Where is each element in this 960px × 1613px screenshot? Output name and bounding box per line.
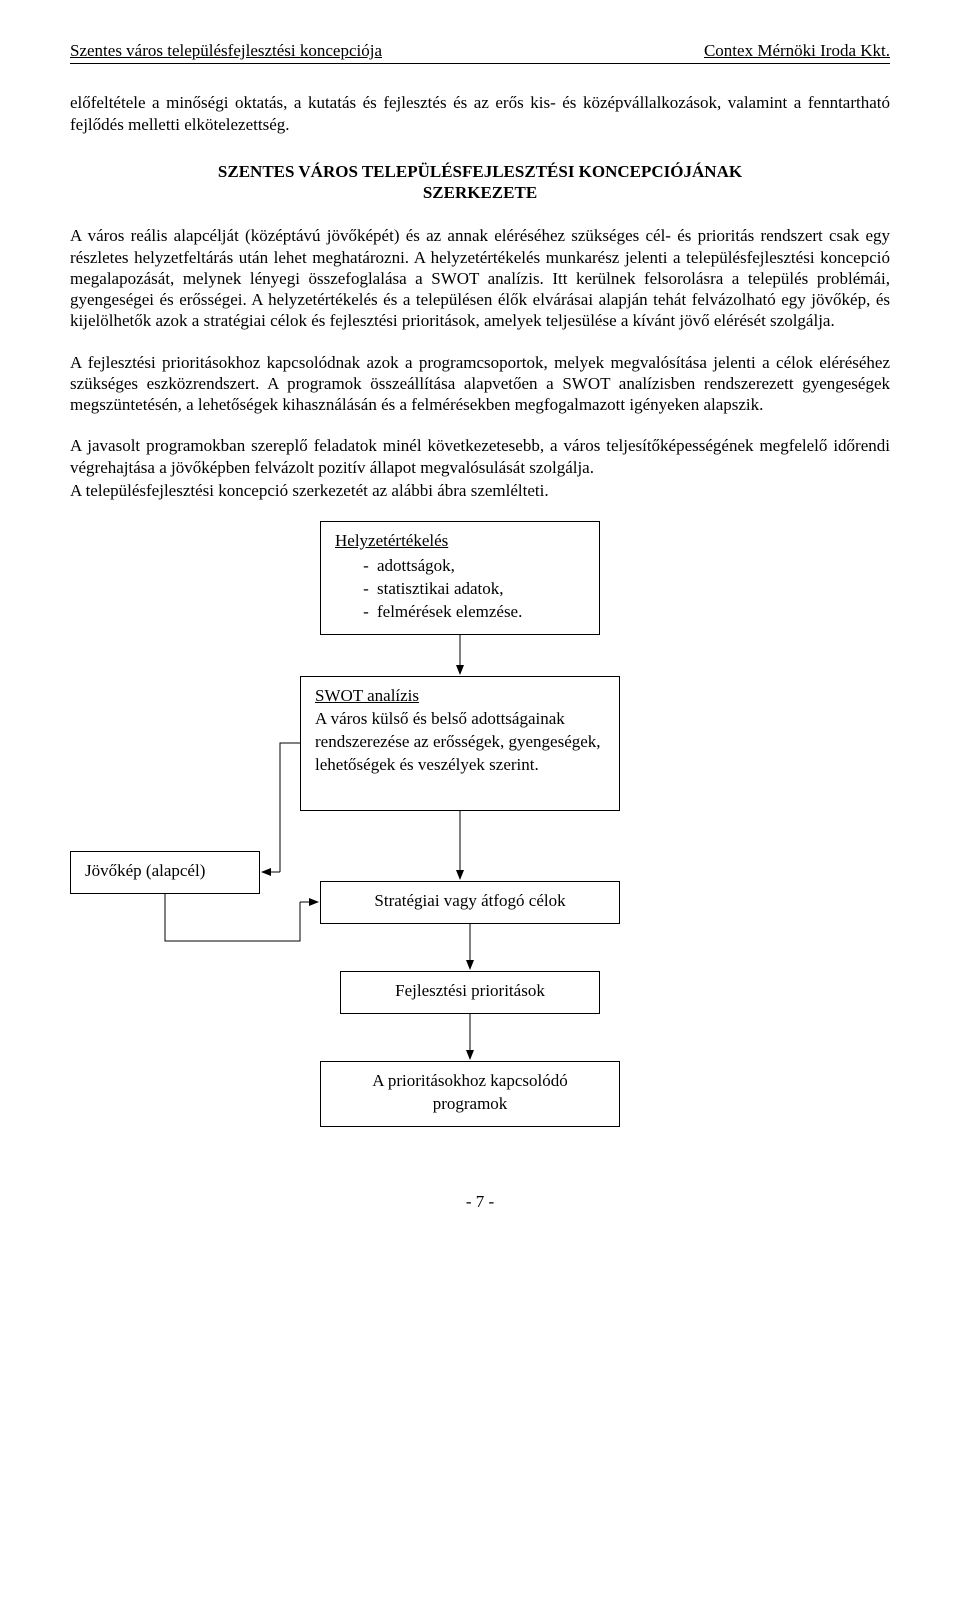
flow-node-jovokep: Jövőkép (alapcél): [70, 851, 260, 894]
flow-node-title: Helyzetértékelés: [335, 530, 585, 553]
flow-node-programok: A prioritásokhoz kapcsolódó programok: [320, 1061, 620, 1127]
flow-node-title: SWOT analízis: [315, 685, 605, 708]
section-title-line1: SZENTES VÁROS TELEPÜLÉSFEJLESZTÉSI KONCE…: [218, 162, 742, 181]
flow-node-label-line2: programok: [433, 1094, 508, 1113]
header-left: Szentes város településfejlesztési konce…: [70, 40, 382, 61]
flow-node-list: adottságok, statisztikai adatok, felméré…: [335, 555, 585, 624]
flow-node-helyzetertekeles: Helyzetértékelés adottságok, statisztika…: [320, 521, 600, 635]
flowchart: Helyzetértékelés adottságok, statisztika…: [70, 521, 890, 1161]
section-title-line2: SZERKEZETE: [423, 183, 537, 202]
header-right: Contex Mérnöki Iroda Kkt.: [704, 40, 890, 61]
list-item: adottságok,: [335, 555, 585, 578]
flow-node-fejlesztesi-prioritasok: Fejlesztési prioritások: [340, 971, 600, 1014]
section-title: SZENTES VÁROS TELEPÜLÉSFEJLESZTÉSI KONCE…: [70, 161, 890, 204]
flow-node-label-line1: A prioritásokhoz kapcsolódó: [372, 1071, 567, 1090]
page-number: - 7 -: [70, 1191, 890, 1212]
flow-node-label: Fejlesztési prioritások: [395, 981, 545, 1000]
list-item: statisztikai adatok,: [335, 578, 585, 601]
body-paragraph-2: A fejlesztési prioritásokhoz kapcsolódna…: [70, 352, 890, 416]
flow-node-strategiai-celok: Stratégiai vagy átfogó célok: [320, 881, 620, 924]
flow-node-label: Stratégiai vagy átfogó célok: [374, 891, 565, 910]
flow-node-body: A város külső és belső adottságainak ren…: [315, 708, 605, 777]
page-header: Szentes város településfejlesztési konce…: [70, 40, 890, 64]
body-paragraph-4: A településfejlesztési koncepció szerkez…: [70, 480, 890, 501]
flow-node-label: Jövőkép (alapcél): [85, 861, 205, 880]
flow-node-swot: SWOT analízis A város külső és belső ado…: [300, 676, 620, 811]
body-paragraph-3: A javasolt programokban szereplő feladat…: [70, 435, 890, 478]
body-paragraph-1: A város reális alapcélját (középtávú jöv…: [70, 225, 890, 331]
intro-paragraph: előfeltétele a minőségi oktatás, a kutat…: [70, 92, 890, 135]
list-item: felmérések elemzése.: [335, 601, 585, 624]
